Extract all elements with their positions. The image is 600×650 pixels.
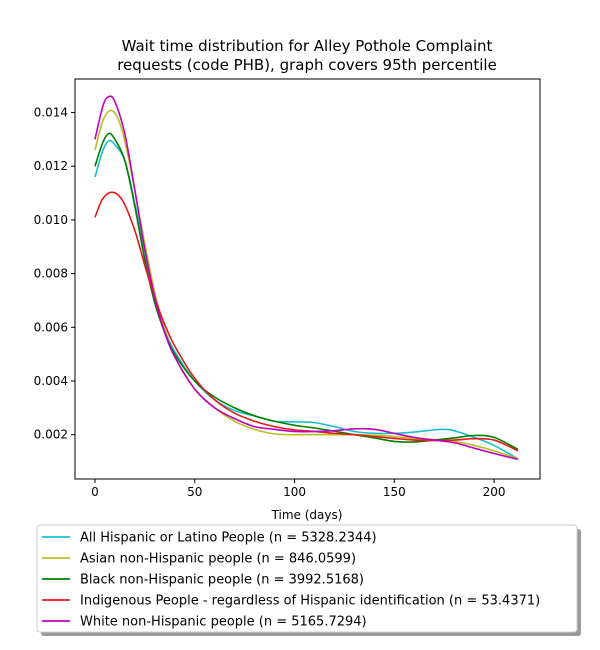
y-tick-label: 0.002: [34, 428, 68, 442]
y-tick-label: 0.006: [34, 320, 68, 334]
legend-entry-4: Indigenous People - regardless of Hispan…: [80, 594, 540, 609]
legend-entry-5: White non-Hispanic people (n = 5165.7294…: [80, 615, 367, 630]
series-line-2: [94, 109, 519, 460]
x-tick-label: 0: [91, 485, 99, 499]
legend-entry-3: Black non-Hispanic people (n = 3992.5168…: [80, 573, 364, 588]
x-tick-label: 150: [383, 485, 406, 499]
x-axis-label: Time (days): [271, 508, 343, 522]
series-line-1: [94, 139, 519, 460]
plot-frame: [74, 78, 541, 480]
chart-title-line-1: Wait time distribution for Alley Pothole…: [122, 37, 493, 55]
legend-entry-2: Asian non-Hispanic people (n = 846.0599): [80, 552, 356, 567]
series-line-4: [94, 191, 519, 452]
plot-area: [74, 78, 541, 480]
y-tick-label: 0.004: [34, 374, 68, 388]
y-axis: 0.002 0.004 0.006 0.008 0.010 0.012 0.014: [34, 106, 75, 442]
y-tick-label: 0.014: [34, 106, 68, 120]
y-tick-label: 0.008: [34, 267, 68, 281]
legend-entry-1: All Hispanic or Latino People (n = 5328.…: [80, 531, 377, 546]
y-tick-label: 0.012: [34, 159, 68, 173]
x-tick-label: 100: [283, 485, 306, 499]
legend: All Hispanic or Latino People (n = 5328.…: [36, 524, 581, 636]
y-tick-label: 0.010: [34, 213, 68, 227]
x-axis: 0 50 100 150 200: [91, 479, 506, 499]
x-tick-label: 200: [483, 485, 506, 499]
x-tick-label: 50: [187, 485, 202, 499]
legend-box: [36, 524, 578, 633]
chart-title-line-2: requests (code PHB), graph covers 95th p…: [117, 56, 497, 74]
series-line-5: [94, 95, 519, 461]
series-line-3: [94, 132, 519, 451]
